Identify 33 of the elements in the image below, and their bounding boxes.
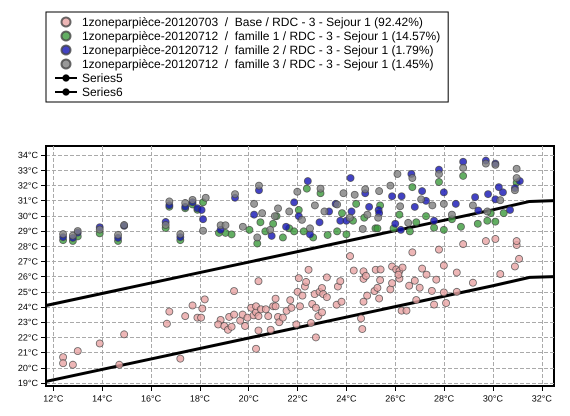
- y-tick-label: 33°C: [18, 165, 38, 176]
- legend-label: 1zoneparpièce-20120703 / Base / RDC - 3 - Sejour 1 (92.42%): [82, 15, 423, 29]
- legend-label: 1zoneparpièce-20120712 / famille 3 / RDC - 3 - Sejour 1 (1.45%): [82, 57, 434, 71]
- legend-label: Series5: [82, 71, 124, 85]
- y-tick-label: 32°C: [18, 180, 38, 190]
- y-tick-label: 28°C: [18, 241, 38, 252]
- x-tick-label: 14°C: [92, 394, 113, 404]
- legend-label: 1zoneparpièce-20120712 / famille 1 / RDC - 3 - Sejour 1 (14.57%): [82, 29, 440, 43]
- x-tick-label: 28°C: [434, 394, 455, 404]
- x-tick-label: 22°C: [288, 394, 308, 404]
- x-tick-label: 26°C: [385, 394, 406, 404]
- y-tick-label: 27°C: [18, 256, 38, 266]
- x-tick-label: 12°C: [43, 394, 64, 404]
- y-tick-label: 20°C: [18, 362, 38, 373]
- y-tick-label: 19°C: [18, 378, 38, 388]
- y-tick-label: 23°C: [18, 317, 38, 328]
- x-tick-label: 30°C: [482, 394, 504, 404]
- y-tick-label: 29°C: [18, 226, 38, 236]
- y-tick-label: 26°C: [18, 272, 38, 282]
- x-tick-label: 16°C: [140, 394, 162, 404]
- x-tick-label: 20°C: [238, 394, 260, 404]
- x-tick-label: 32°C: [532, 394, 552, 404]
- x-tick-label: 18°C: [190, 394, 210, 404]
- y-tick-label: 34°C: [18, 150, 38, 160]
- y-tick-label: 31°C: [18, 196, 38, 206]
- y-tick-label: 25°C: [18, 286, 38, 297]
- y-tick-label: 30°C: [18, 210, 38, 221]
- legend-label: Series6: [82, 85, 124, 99]
- y-tick-label: 22°C: [18, 332, 38, 342]
- y-tick-label: 21°C: [18, 348, 38, 358]
- x-tick-label: 24°C: [336, 394, 357, 404]
- legend-label: 1zoneparpièce-20120712 / famille 2 / RDC - 3 - Sejour 1 (1.79%): [82, 43, 434, 57]
- y-tick-label: 24°C: [18, 302, 38, 312]
